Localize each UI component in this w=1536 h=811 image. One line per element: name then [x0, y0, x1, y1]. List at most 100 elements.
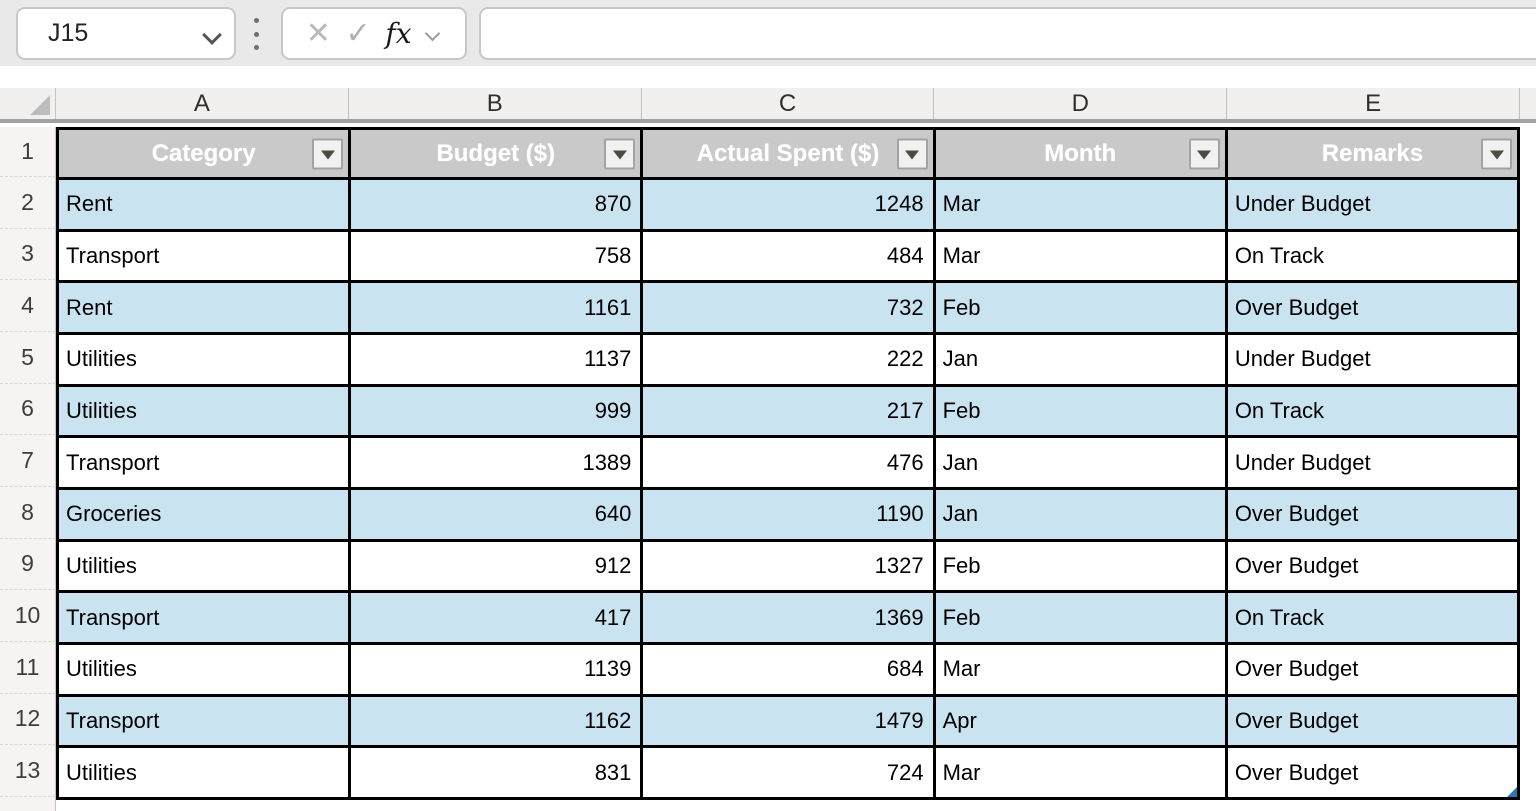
- row-header-12[interactable]: 12: [0, 693, 56, 746]
- row-header-10[interactable]: 10: [0, 590, 56, 642]
- cell-A6[interactable]: Utilities: [59, 386, 352, 439]
- cell-D5[interactable]: Jan: [935, 334, 1228, 387]
- row-header-7[interactable]: 7: [0, 435, 56, 487]
- cell-D10[interactable]: Feb: [935, 593, 1228, 645]
- row-header-2[interactable]: 2: [0, 177, 56, 229]
- cell-B5[interactable]: 1137: [351, 334, 644, 387]
- column-header-b[interactable]: B: [349, 88, 642, 119]
- cell-A11[interactable]: Utilities: [59, 644, 352, 697]
- header-cell-actual-spent[interactable]: Actual Spent ($): [643, 130, 936, 180]
- formula-bar-input[interactable]: [479, 7, 1536, 60]
- name-box[interactable]: J15: [16, 7, 236, 60]
- column-header-d[interactable]: D: [934, 88, 1228, 119]
- filter-dropdown-button[interactable]: [312, 138, 344, 169]
- cell-E8[interactable]: Over Budget: [1227, 489, 1521, 542]
- cell-B2[interactable]: 870: [351, 180, 644, 232]
- cell-A2[interactable]: Rent: [59, 180, 352, 232]
- cell-E4[interactable]: Over Budget: [1227, 283, 1521, 335]
- cell-E7[interactable]: Under Budget: [1227, 438, 1521, 490]
- cell-A3[interactable]: Transport: [59, 231, 352, 284]
- cell-B11[interactable]: 1139: [351, 644, 644, 697]
- cell-E11[interactable]: Over Budget: [1227, 644, 1521, 697]
- row-header-9[interactable]: 9: [0, 538, 56, 591]
- cell-D8[interactable]: Jan: [935, 489, 1228, 542]
- cell-E12[interactable]: Over Budget: [1227, 696, 1521, 749]
- cell-A4[interactable]: Rent: [59, 283, 352, 335]
- cell-B12[interactable]: 1162: [351, 696, 644, 749]
- cell-B6[interactable]: 999: [351, 386, 644, 439]
- filter-dropdown-button[interactable]: [1481, 138, 1513, 169]
- table-header-row: Category Budget ($) Actual Spent ($) Month R…: [59, 130, 1521, 180]
- cell-B13[interactable]: 831: [351, 748, 644, 800]
- cell-A5[interactable]: Utilities: [59, 334, 352, 387]
- cell-D3[interactable]: Mar: [935, 231, 1228, 284]
- row-header-8[interactable]: 8: [0, 486, 56, 539]
- row-header-6[interactable]: 6: [0, 383, 56, 436]
- cell-C7[interactable]: 476: [643, 438, 936, 490]
- cell-B3[interactable]: 758: [351, 231, 644, 284]
- insert-function-icon[interactable]: fx: [385, 17, 412, 50]
- cell-B10[interactable]: 417: [351, 593, 644, 645]
- row-header-4[interactable]: 4: [0, 280, 56, 332]
- cell-C12[interactable]: 1479: [643, 696, 936, 749]
- column-header-a[interactable]: A: [56, 88, 349, 119]
- select-all-corner[interactable]: [0, 88, 56, 119]
- enter-icon[interactable]: ✓: [345, 16, 371, 50]
- cell-D2[interactable]: Mar: [935, 180, 1228, 232]
- filter-dropdown-button[interactable]: [896, 138, 928, 169]
- cell-C8[interactable]: 1190: [643, 489, 936, 542]
- cell-C2[interactable]: 1248: [643, 180, 936, 232]
- cell-A9[interactable]: Utilities: [59, 541, 352, 594]
- row-header-1[interactable]: 1: [0, 127, 56, 177]
- cell-C4[interactable]: 732: [643, 283, 936, 335]
- row-header-5[interactable]: 5: [0, 331, 56, 384]
- table-resize-handle[interactable]: [1507, 786, 1518, 797]
- name-box-chevron-down-icon[interactable]: [204, 26, 220, 42]
- header-label: Month: [1044, 139, 1117, 167]
- cell-E10[interactable]: On Track: [1227, 593, 1521, 645]
- cell-A7[interactable]: Transport: [59, 438, 352, 490]
- cell-C9[interactable]: 1327: [643, 541, 936, 594]
- header-cell-category[interactable]: Category: [59, 130, 352, 180]
- cell-E13[interactable]: Over Budget: [1227, 748, 1521, 800]
- header-cell-month[interactable]: Month: [935, 130, 1228, 180]
- cell-C5[interactable]: 222: [643, 334, 936, 387]
- cell-D13[interactable]: Mar: [935, 748, 1228, 800]
- cell-A12[interactable]: Transport: [59, 696, 352, 749]
- cell-D6[interactable]: Feb: [935, 386, 1228, 439]
- cell-E6[interactable]: On Track: [1227, 386, 1521, 439]
- cell-C11[interactable]: 684: [643, 644, 936, 697]
- cell-E2[interactable]: Under Budget: [1227, 180, 1521, 232]
- column-header-c[interactable]: C: [642, 88, 935, 119]
- cell-B9[interactable]: 912: [351, 541, 644, 594]
- cell-E5[interactable]: Under Budget: [1227, 334, 1521, 387]
- cell-B7[interactable]: 1389: [351, 438, 644, 490]
- cell-C13[interactable]: 724: [643, 748, 936, 800]
- cell-A10[interactable]: Transport: [59, 593, 352, 645]
- cell-C3[interactable]: 484: [643, 231, 936, 284]
- row-header-11[interactable]: 11: [0, 641, 56, 694]
- header-cell-budget[interactable]: Budget ($): [351, 130, 644, 180]
- filter-dropdown-button[interactable]: [604, 138, 636, 169]
- cell-A8[interactable]: Groceries: [59, 489, 352, 542]
- cancel-icon[interactable]: ✕: [305, 16, 331, 50]
- column-header-e[interactable]: E: [1227, 88, 1520, 119]
- header-cell-remarks[interactable]: Remarks: [1227, 130, 1521, 180]
- fx-chevron-down-icon[interactable]: [426, 26, 442, 42]
- filter-dropdown-button[interactable]: [1188, 138, 1220, 169]
- cell-C6[interactable]: 217: [643, 386, 936, 439]
- cell-D4[interactable]: Feb: [935, 283, 1228, 335]
- cell-D7[interactable]: Jan: [935, 438, 1228, 490]
- cell-C10[interactable]: 1369: [643, 593, 936, 645]
- row-header-13[interactable]: 13: [0, 745, 56, 797]
- cell-B4[interactable]: 1161: [351, 283, 644, 335]
- row-header-3[interactable]: 3: [0, 228, 56, 281]
- cell-B8[interactable]: 640: [351, 489, 644, 542]
- cell-D11[interactable]: Mar: [935, 644, 1228, 697]
- cell-A13[interactable]: Utilities: [59, 748, 352, 800]
- cell-E3[interactable]: On Track: [1227, 231, 1521, 284]
- cell-E9[interactable]: Over Budget: [1227, 541, 1521, 594]
- cell-D12[interactable]: Apr: [935, 696, 1228, 749]
- cell-D9[interactable]: Feb: [935, 541, 1228, 594]
